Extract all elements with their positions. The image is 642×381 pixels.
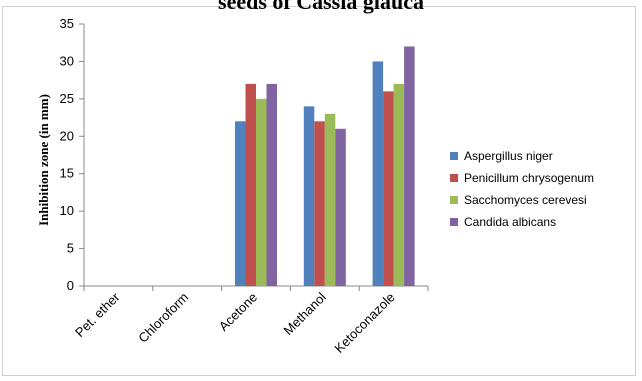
y-tick-label: 30 <box>60 53 74 68</box>
legend-label: Aspergillus niger <box>464 149 553 163</box>
x-tick-label: Pet. ether <box>72 289 123 340</box>
legend-item: Penicillum chrysogenum <box>450 167 594 189</box>
bar <box>335 128 346 286</box>
bar <box>372 61 384 286</box>
legend-item: Sacchomyces cerevesi <box>450 189 594 211</box>
bar <box>314 121 325 286</box>
y-tick-label: 0 <box>67 278 74 293</box>
x-tick-label: Ketoconazole <box>331 290 397 356</box>
bar <box>393 83 405 286</box>
y-tick-label: 15 <box>60 166 74 181</box>
legend-label: Sacchomyces cerevesi <box>464 193 587 207</box>
legend-swatch <box>450 218 458 226</box>
y-tick-label: 35 <box>60 16 74 31</box>
y-tick-label: 25 <box>60 91 74 106</box>
bar <box>383 91 394 286</box>
chart-frame <box>2 6 636 376</box>
bar <box>303 106 315 286</box>
legend-swatch <box>450 196 458 204</box>
bar <box>256 98 267 286</box>
bar <box>235 121 246 286</box>
bar <box>404 46 415 287</box>
legend-label: Penicillum chrysogenum <box>464 171 595 185</box>
legend-item: Candida albicans <box>450 211 594 233</box>
x-tick-label: Chloroform <box>135 290 191 346</box>
legend-label: Candida albicans <box>464 215 557 229</box>
chart-title-area: seeds of Cassia glauca <box>0 0 642 20</box>
y-tick-label: 20 <box>60 128 74 143</box>
legend-swatch <box>450 152 458 160</box>
bar <box>266 83 277 286</box>
y-tick-label: 5 <box>67 241 74 256</box>
legend-swatch <box>450 174 458 182</box>
chart-title: seeds of Cassia glauca <box>218 0 424 14</box>
x-tick-label: Methanol <box>280 289 329 338</box>
legend-item: Aspergillus niger <box>450 145 594 167</box>
bar <box>245 83 256 286</box>
bar <box>324 113 336 286</box>
legend: Aspergillus niger Penicillum chrysogenum… <box>450 145 594 233</box>
x-tick-label: Acetone <box>216 290 260 334</box>
y-tick-label: 10 <box>60 203 74 218</box>
